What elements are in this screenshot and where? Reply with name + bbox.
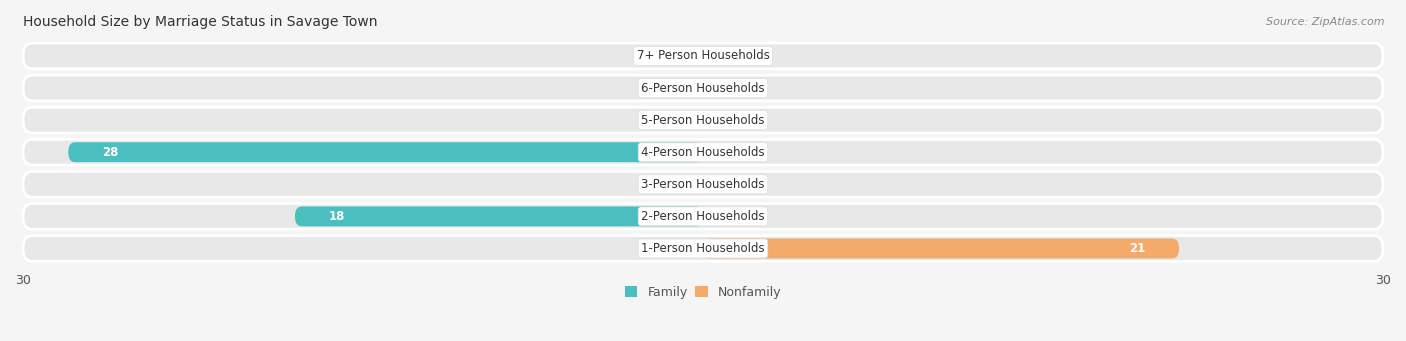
Text: 0: 0: [730, 146, 738, 159]
Text: 2-Person Households: 2-Person Households: [641, 210, 765, 223]
Text: 5-Person Households: 5-Person Households: [641, 114, 765, 127]
Text: 1-Person Households: 1-Person Households: [641, 242, 765, 255]
Legend: Family, Nonfamily: Family, Nonfamily: [624, 286, 782, 299]
Text: 0: 0: [668, 178, 676, 191]
Text: 28: 28: [103, 146, 118, 159]
Text: 0: 0: [730, 114, 738, 127]
Text: 6-Person Households: 6-Person Households: [641, 81, 765, 94]
Text: 7+ Person Households: 7+ Person Households: [637, 49, 769, 62]
FancyBboxPatch shape: [295, 206, 703, 226]
FancyBboxPatch shape: [703, 239, 1180, 258]
Text: Source: ZipAtlas.com: Source: ZipAtlas.com: [1267, 17, 1385, 27]
Text: 18: 18: [329, 210, 346, 223]
Text: 21: 21: [1129, 242, 1144, 255]
Text: 0: 0: [668, 49, 676, 62]
FancyBboxPatch shape: [22, 75, 1384, 101]
Text: 3-Person Households: 3-Person Households: [641, 178, 765, 191]
FancyBboxPatch shape: [22, 172, 1384, 197]
Text: 0: 0: [668, 242, 676, 255]
Text: 0: 0: [730, 178, 738, 191]
FancyBboxPatch shape: [69, 142, 703, 162]
FancyBboxPatch shape: [22, 43, 1384, 69]
Text: 0: 0: [668, 114, 676, 127]
Text: 4-Person Households: 4-Person Households: [641, 146, 765, 159]
FancyBboxPatch shape: [22, 139, 1384, 165]
Text: Household Size by Marriage Status in Savage Town: Household Size by Marriage Status in Sav…: [22, 15, 377, 29]
FancyBboxPatch shape: [22, 236, 1384, 261]
Text: 0: 0: [730, 210, 738, 223]
Text: 0: 0: [668, 81, 676, 94]
FancyBboxPatch shape: [22, 107, 1384, 133]
FancyBboxPatch shape: [22, 204, 1384, 229]
Text: 0: 0: [730, 49, 738, 62]
Text: 0: 0: [730, 81, 738, 94]
